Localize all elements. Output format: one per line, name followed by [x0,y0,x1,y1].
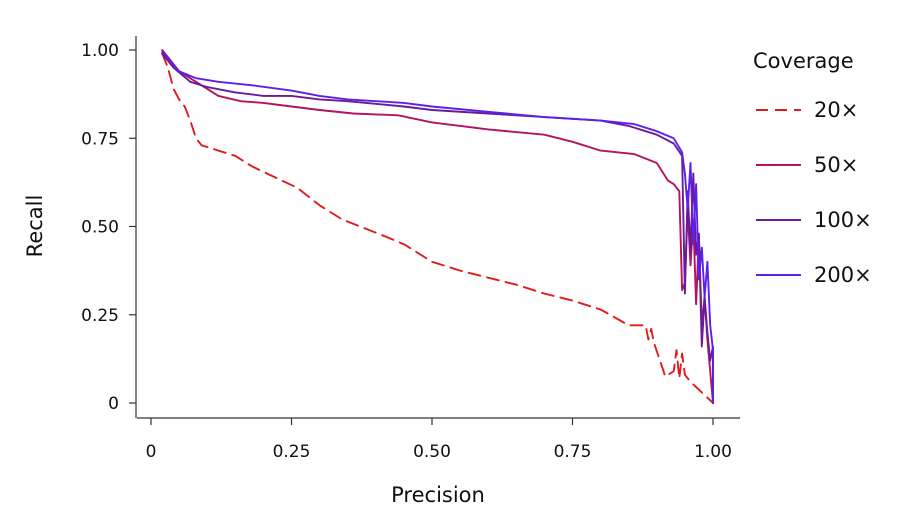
legend-label: 50× [814,153,858,177]
x-tick-label: 0 [146,442,157,462]
legend-label: 20× [814,98,858,122]
y-tick-label: 0 [108,394,119,414]
x-tick-label: 0.25 [273,442,311,462]
legend-label: 200× [814,263,872,287]
legend-label: 100× [814,208,872,232]
legend-title: Coverage [753,49,854,73]
y-tick-label: 0.50 [81,218,119,238]
y-tick-label: 0.75 [81,129,119,149]
series-line-200x [161,50,714,404]
plot-area [161,49,714,404]
y-tick-label: 1.00 [81,41,119,61]
series-line-20x [161,52,714,404]
x-axis-title: Precision [391,483,485,507]
y-axis-title: Recall [23,195,47,258]
x-axis: 0 0.25 0.50 0.75 1.00 [137,417,740,462]
x-tick-label: 1.00 [694,442,732,462]
y-tick-label: 0.25 [81,306,119,326]
series-line-50x [161,49,714,404]
x-tick-label: 0.50 [413,442,451,462]
legend: Coverage 20× 50× 100× 200× [753,49,872,287]
y-axis: 0 0.25 0.50 0.75 1.00 [81,36,137,418]
x-tick-label: 0.75 [554,442,592,462]
series-line-100x [161,52,714,404]
